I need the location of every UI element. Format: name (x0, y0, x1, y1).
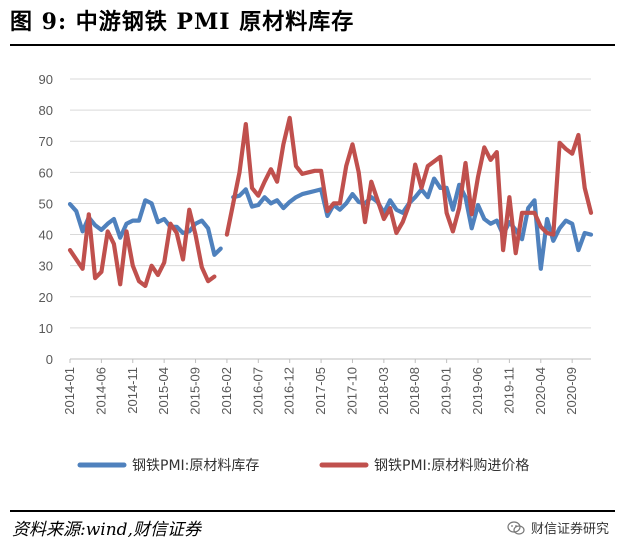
y-tick-label: 60 (39, 165, 53, 180)
brand-text: 财信证券研究 (530, 522, 609, 537)
x-tick-label: 2016-07 (250, 367, 265, 415)
brand-mark: 财信证券研究 (507, 518, 609, 537)
y-tick-label: 80 (39, 103, 53, 118)
x-tick-label: 2020-04 (533, 367, 548, 415)
x-tick-label: 2015-04 (156, 367, 171, 415)
x-tick-label: 2020-09 (564, 367, 579, 415)
source-note: 资料来源:wind,财信证券 (12, 520, 201, 540)
legend-label: 钢铁PMI:原材料库存 (132, 458, 259, 474)
line-chart: 0 10 20 30 40 50 60 70 80 90 2014-01 2014-06 2014-1… (39, 72, 594, 474)
y-tick-label: 20 (39, 290, 53, 305)
y-tick-label: 70 (39, 134, 53, 149)
x-axis-ticks: 2014-01 2014-06 2014-11 2015-04 2015-09 2016-… (62, 359, 579, 415)
x-tick-label: 2014-01 (62, 367, 77, 415)
y-tick-label: 90 (39, 72, 53, 87)
legend: 钢铁PMI:原材料库存 钢铁PMI:原材料购进价格 (77, 458, 529, 474)
y-tick-label: 0 (46, 352, 53, 367)
y-axis-ticks: 0 10 20 30 40 50 60 70 80 90 (39, 72, 53, 367)
footer-rule (10, 510, 615, 512)
title-rule (10, 44, 615, 46)
wechat-icon (507, 520, 525, 535)
x-tick-label: 2019-06 (470, 367, 485, 415)
x-tick-label: 2017-10 (344, 367, 359, 415)
series-line-inventory (67, 176, 594, 271)
x-tick-label: 2015-09 (188, 367, 203, 415)
x-tick-label: 2018-03 (376, 367, 391, 415)
x-tick-label: 2019-11 (501, 367, 516, 414)
y-tick-label: 10 (39, 321, 53, 336)
legend-label: 钢铁PMI:原材料购进价格 (374, 458, 529, 474)
x-tick-label: 2014-06 (93, 367, 108, 415)
gridlines (70, 78, 591, 360)
series-line-purchase-price (67, 115, 594, 288)
x-tick-label: 2017-05 (313, 367, 328, 415)
series-lines (67, 115, 594, 288)
x-tick-label: 2019-01 (439, 367, 454, 415)
x-tick-label: 2016-02 (219, 367, 234, 415)
y-tick-label: 50 (39, 196, 53, 211)
x-tick-label: 2016-12 (282, 367, 297, 415)
y-tick-label: 40 (39, 228, 53, 243)
figure-title: 图 9: 中游钢铁 PMI 原材料库存 (10, 9, 355, 35)
y-tick-label: 30 (39, 259, 53, 274)
x-tick-label: 2018-08 (407, 367, 422, 415)
x-tick-label: 2014-11 (125, 367, 140, 414)
